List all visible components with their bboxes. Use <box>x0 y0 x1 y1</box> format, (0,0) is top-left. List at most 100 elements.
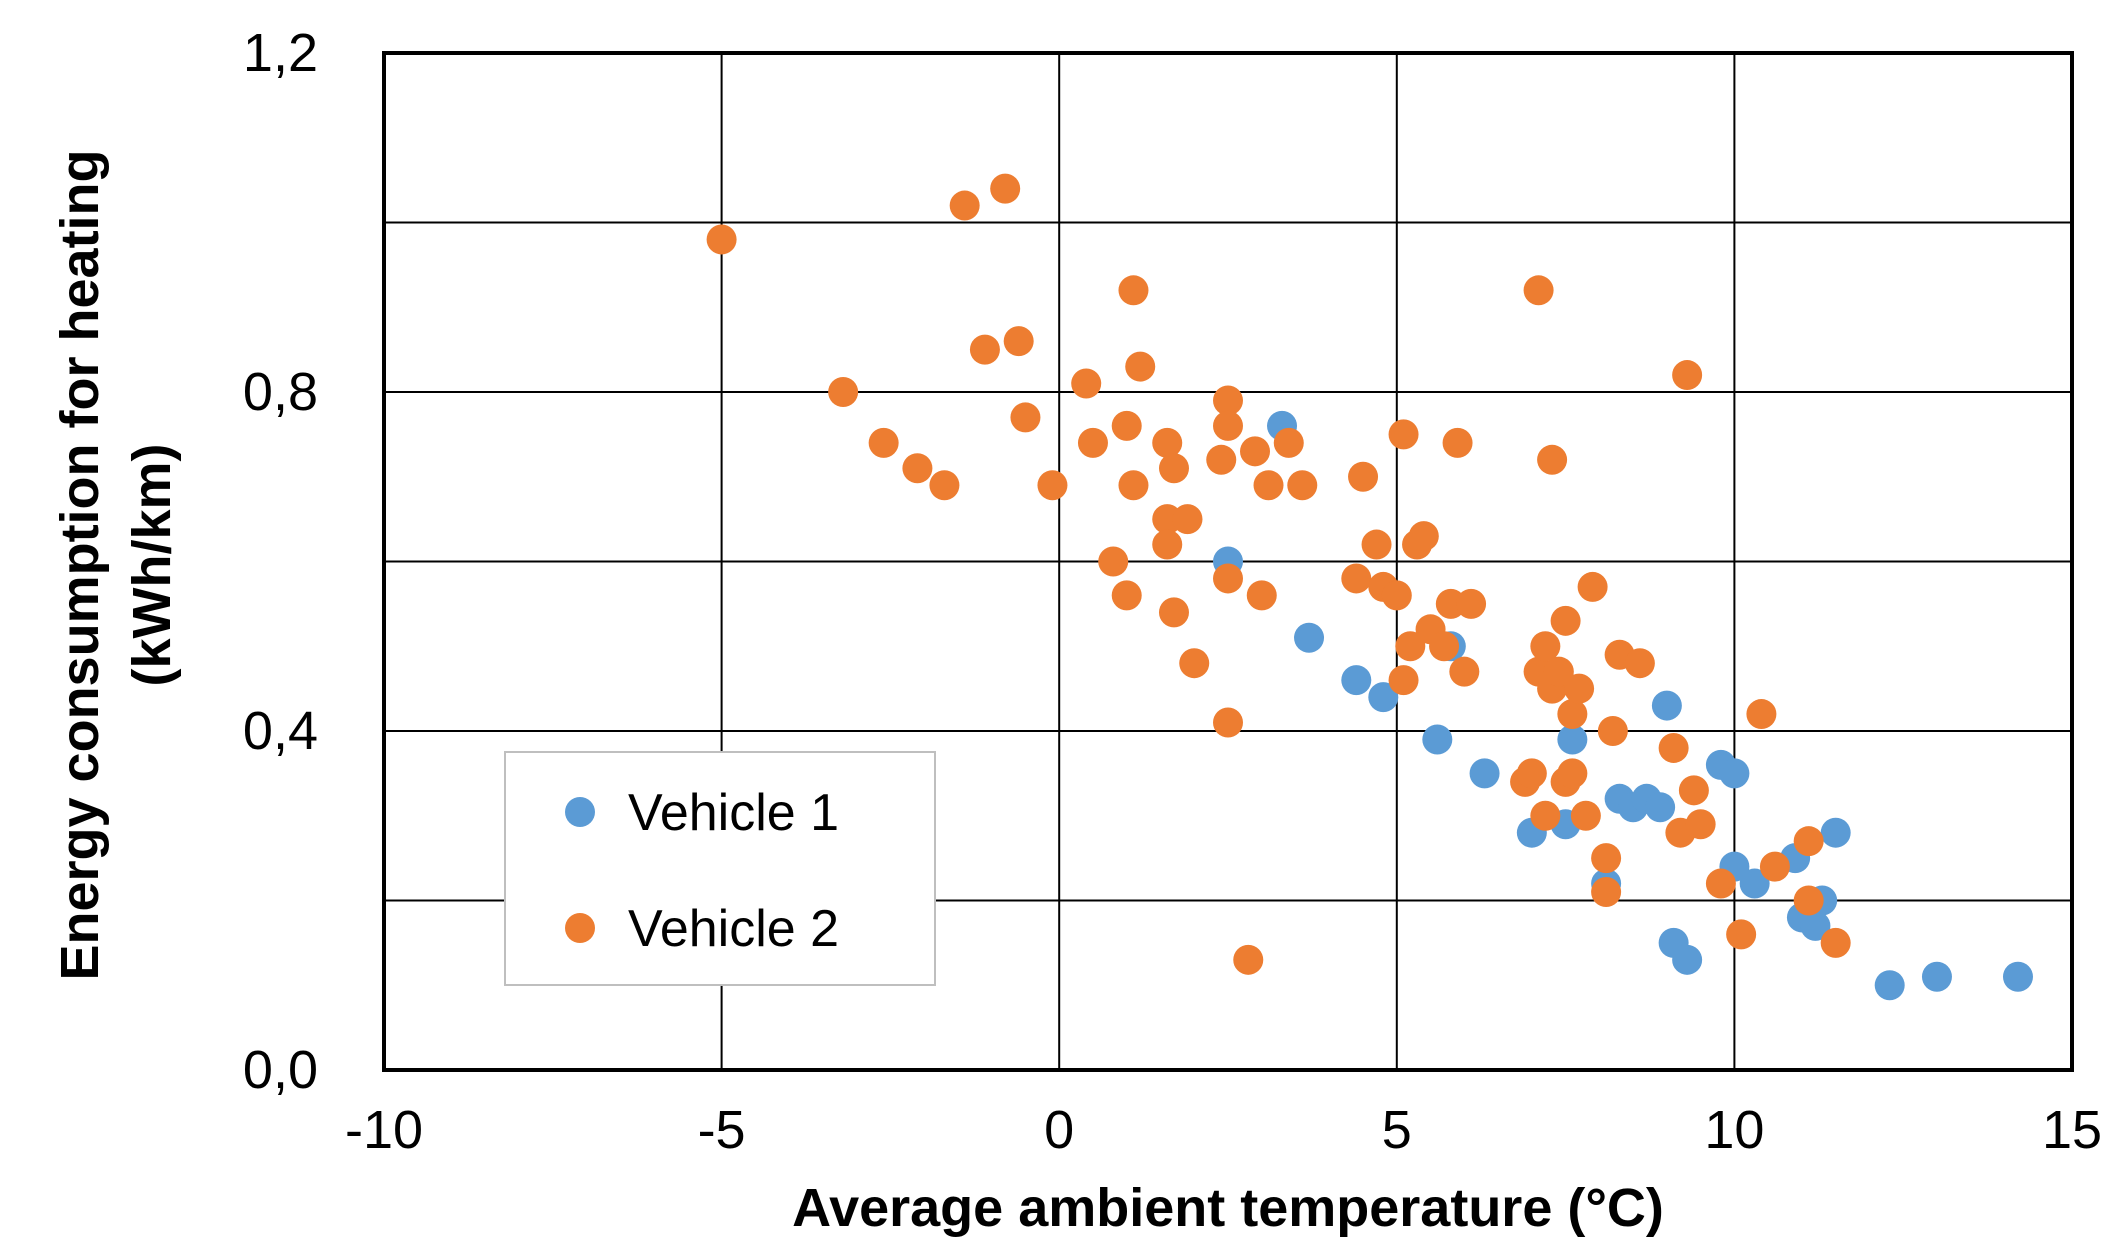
y-tick-label: 0,4 <box>243 701 318 761</box>
data-point-vehicle-2 <box>1213 707 1243 738</box>
legend-label-vehicle-1: Vehicle 1 <box>628 784 839 842</box>
data-point-vehicle-1 <box>1874 970 1905 1001</box>
data-point-vehicle-2 <box>1037 470 1068 501</box>
data-point-vehicle-2 <box>1111 580 1142 611</box>
data-point-vehicle-2 <box>868 427 899 458</box>
data-point-vehicle-2 <box>1672 360 1703 391</box>
data-point-vehicle-2 <box>828 377 859 407</box>
data-point-vehicle-2 <box>1010 402 1041 433</box>
data-point-vehicle-1 <box>1739 868 1770 899</box>
legend-label-vehicle-2: Vehicle 2 <box>628 900 839 958</box>
data-point-vehicle-1 <box>1422 724 1453 755</box>
data-points <box>706 173 2033 1001</box>
x-axis-title: Average ambient temperature (°C) <box>792 1178 1664 1238</box>
data-point-vehicle-2 <box>929 470 960 501</box>
y-tick-label: 0,8 <box>243 362 318 422</box>
data-point-vehicle-2 <box>1530 631 1561 662</box>
data-point-vehicle-2 <box>1111 410 1142 441</box>
data-point-vehicle-2 <box>1361 529 1392 560</box>
data-point-vehicle-1 <box>1645 792 1676 823</box>
legend-box <box>504 751 936 986</box>
data-point-vehicle-2 <box>1577 571 1608 602</box>
data-point-vehicle-2 <box>1388 665 1419 696</box>
data-point-vehicle-2 <box>1213 563 1243 594</box>
data-point-vehicle-1 <box>1341 665 1372 696</box>
x-tick-label: -10 <box>345 1100 423 1160</box>
y-tick-label: 1,2 <box>243 23 318 83</box>
data-point-vehicle-2 <box>1408 521 1439 552</box>
data-point-vehicle-2 <box>1273 427 1304 458</box>
data-point-vehicle-2 <box>1348 461 1379 492</box>
data-point-vehicle-2 <box>1793 885 1824 916</box>
data-point-vehicle-2 <box>1591 843 1622 874</box>
y-axis-title-line1: Energy consumption for heating <box>50 149 110 980</box>
plot-area-frame <box>382 51 2074 1072</box>
data-point-vehicle-2 <box>1125 351 1156 382</box>
data-point-vehicle-2 <box>1726 919 1757 950</box>
data-point-vehicle-1 <box>1294 622 1325 653</box>
data-point-vehicle-2 <box>1705 868 1736 899</box>
data-point-vehicle-2 <box>1003 326 1034 357</box>
data-point-vehicle-2 <box>1381 580 1412 611</box>
data-point-vehicle-2 <box>1591 877 1622 908</box>
data-point-vehicle-2 <box>1395 631 1426 662</box>
data-point-vehicle-1 <box>1921 961 1952 992</box>
data-point-vehicle-2 <box>1429 631 1460 662</box>
data-point-vehicle-2 <box>1388 419 1419 450</box>
data-point-vehicle-2 <box>1152 529 1183 560</box>
data-point-vehicle-2 <box>1233 944 1264 975</box>
y-tick-label: 0,0 <box>243 1040 318 1100</box>
data-point-vehicle-2 <box>1685 809 1716 840</box>
data-point-vehicle-2 <box>1597 716 1628 746</box>
data-point-vehicle-2 <box>1240 436 1271 467</box>
legend: Vehicle 1 Vehicle 2 <box>504 751 936 986</box>
data-point-vehicle-2 <box>1570 800 1601 831</box>
data-point-vehicle-2 <box>1746 699 1777 730</box>
data-point-vehicle-2 <box>1287 470 1318 501</box>
data-point-vehicle-2 <box>1658 732 1689 763</box>
data-point-vehicle-2 <box>1206 444 1237 475</box>
data-point-vehicle-1 <box>1820 817 1851 848</box>
data-point-vehicle-2 <box>1537 444 1568 475</box>
series-vehicle-2 <box>706 173 1851 975</box>
data-point-vehicle-1 <box>1800 910 1831 941</box>
data-point-vehicle-1 <box>1719 758 1750 789</box>
data-point-vehicle-2 <box>1071 368 1102 399</box>
x-tick-label: 10 <box>1704 1100 1764 1160</box>
data-point-vehicle-2 <box>1098 546 1129 577</box>
data-point-vehicle-2 <box>1523 275 1554 306</box>
data-point-vehicle-2 <box>1550 605 1581 636</box>
legend-marker-vehicle-1 <box>565 797 595 827</box>
x-axis-tick-labels: -10 -5 0 5 10 15 <box>345 1100 2102 1160</box>
data-point-vehicle-2 <box>1118 275 1149 306</box>
data-point-vehicle-2 <box>1118 470 1149 501</box>
x-tick-label: 15 <box>2042 1100 2102 1160</box>
data-point-vehicle-2 <box>1530 800 1561 831</box>
data-point-vehicle-1 <box>2002 961 2033 992</box>
data-point-vehicle-2 <box>1213 410 1243 441</box>
data-point-vehicle-2 <box>969 334 1000 365</box>
data-point-vehicle-2 <box>1820 927 1851 958</box>
x-tick-label: 5 <box>1382 1100 1412 1160</box>
data-point-vehicle-2 <box>1341 563 1372 594</box>
data-point-vehicle-2 <box>1253 470 1284 501</box>
x-tick-label: -5 <box>698 1100 746 1160</box>
data-point-vehicle-2 <box>1456 588 1487 619</box>
data-point-vehicle-1 <box>1651 690 1682 721</box>
y-axis-title-line2: (kWh/km) <box>122 444 182 687</box>
series-vehicle-1 <box>1213 410 2033 1001</box>
data-point-vehicle-2 <box>1179 648 1210 679</box>
data-point-vehicle-2 <box>1564 673 1595 704</box>
data-point-vehicle-2 <box>1516 758 1547 789</box>
data-point-vehicle-2 <box>1759 851 1790 882</box>
data-point-vehicle-2 <box>1678 775 1709 806</box>
data-point-vehicle-2 <box>1246 580 1277 611</box>
data-point-vehicle-2 <box>1557 758 1588 789</box>
data-point-vehicle-1 <box>1469 758 1500 789</box>
legend-marker-vehicle-2 <box>565 913 595 943</box>
data-point-vehicle-2 <box>1077 427 1108 458</box>
data-point-vehicle-2 <box>1557 699 1588 730</box>
data-point-vehicle-2 <box>949 190 980 221</box>
data-point-vehicle-2 <box>1543 656 1574 687</box>
